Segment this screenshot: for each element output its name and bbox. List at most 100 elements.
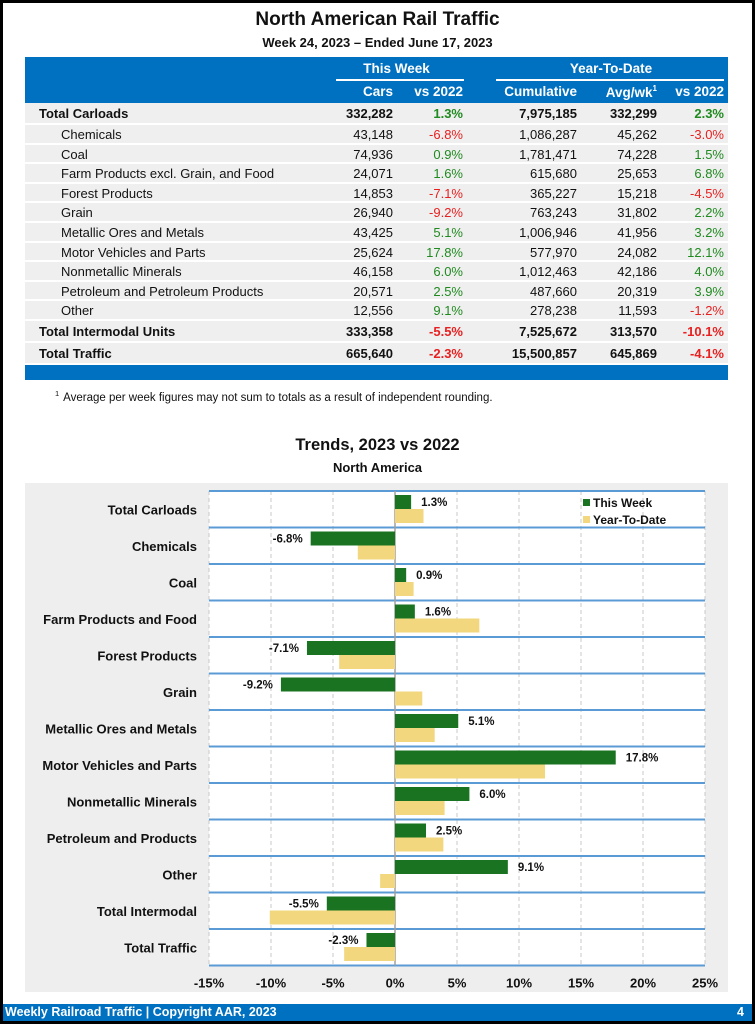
group-underline	[336, 79, 464, 81]
cell-avgwk: 74,228	[617, 146, 657, 162]
data-label: 1.6%	[425, 607, 451, 619]
footnote: 1 Average per week figures may not sum to…	[55, 389, 493, 404]
row-label: Forest Products	[61, 185, 153, 201]
table-row: Grain 26,940 -9.2% 763,243 31,802 2.2%	[25, 203, 728, 223]
bar-this-week	[395, 604, 415, 619]
data-label: -9.2%	[243, 680, 273, 692]
cell-vs-week: 0.9%	[433, 146, 463, 162]
x-tick-label: -10%	[256, 976, 287, 991]
category-label: Chemicals	[132, 539, 197, 554]
group-this-week: This Week	[363, 61, 430, 76]
cell-avgwk: 313,570	[610, 323, 657, 339]
legend-swatch-ytd	[583, 516, 590, 523]
row-label: Total Traffic	[39, 345, 112, 361]
cell-avgwk: 20,319	[617, 283, 657, 299]
cell-vs-week: -7.1%	[429, 185, 463, 201]
cell-vs-ytd: -4.5%	[690, 185, 724, 201]
group-ytd: Year-To-Date	[569, 61, 653, 76]
trends-chart: Total Carloads 1.3% Chemicals -6.8% Coal 0.9%…	[42, 490, 718, 991]
x-tick-label: -5%	[321, 976, 345, 991]
category-label: Metallic Ores and Metals	[45, 721, 197, 736]
bar-this-week	[280, 677, 395, 692]
traffic-table: This Week Year-To-Date Cars vs 2022 Cumu…	[25, 57, 728, 380]
cell-vs-week: -6.8%	[429, 127, 463, 142]
cell-avgwk: 15,218	[617, 185, 657, 201]
group-underline	[496, 79, 724, 81]
bar-this-week	[310, 531, 395, 546]
cell-vs-ytd: 3.2%	[694, 224, 724, 240]
cell-cars: 43,148	[353, 127, 393, 142]
cell-cars: 24,071	[353, 166, 393, 182]
cell-cars: 26,940	[353, 205, 393, 221]
bar-ytd	[395, 509, 424, 523]
cell-cumulative: 7,525,672	[519, 323, 577, 339]
category-label: Nonmetallic Minerals	[67, 794, 197, 809]
cell-cumulative: 763,243	[530, 205, 577, 221]
cell-cars: 43,425	[353, 224, 393, 240]
bar-this-week	[395, 787, 470, 801]
bar-this-week	[395, 568, 407, 582]
col-avgwk-label: Avg/wk	[605, 85, 653, 100]
cell-vs-week: 5.1%	[433, 224, 463, 240]
row-label: Nonmetallic Minerals	[61, 264, 182, 280]
cell-cumulative: 487,660	[530, 283, 577, 299]
table-row: Coal 74,936 0.9% 1,781,471 74,228 1.5%	[25, 144, 728, 165]
chart-subtitle: North America	[332, 460, 423, 475]
col-cars: Cars	[362, 84, 393, 99]
page-title: North American Rail Traffic	[255, 9, 500, 30]
bar-ytd	[395, 618, 480, 633]
category-label: Total Carloads	[108, 502, 197, 517]
footnote-marker: 1	[652, 84, 657, 93]
footnote-text: Average per week figures may not sum to …	[63, 392, 493, 404]
table-body: Total Carloads 332,282 1.3% 7,975,185 332,29…	[25, 103, 728, 365]
bar-ytd	[395, 764, 546, 779]
table-row: Motor Vehicles and Parts 25,624 17.8% 577,9…	[25, 242, 728, 263]
category-label: Petroleum and Products	[47, 831, 197, 846]
data-label: 9.1%	[518, 862, 544, 874]
cell-vs-week: 1.3%	[433, 106, 463, 121]
cell-cars: 74,936	[353, 146, 393, 162]
cell-cars: 14,853	[353, 185, 393, 201]
table-row: Total Carloads 332,282 1.3% 7,975,185 332,29…	[25, 103, 728, 125]
cell-vs-ytd: -1.2%	[690, 303, 724, 319]
x-tick-label: 5%	[448, 976, 467, 991]
cell-avgwk: 25,653	[617, 166, 657, 182]
cell-vs-week: -9.2%	[429, 205, 463, 221]
cell-cumulative: 278,238	[530, 303, 577, 319]
data-label: 0.9%	[416, 570, 442, 582]
data-label: -7.1%	[269, 643, 299, 655]
data-label: 6.0%	[479, 789, 505, 801]
cell-vs-week: 2.5%	[433, 283, 463, 299]
cell-cumulative: 365,227	[530, 185, 577, 201]
data-label: 5.1%	[468, 716, 494, 728]
cell-vs-week: 6.0%	[433, 264, 463, 280]
data-label: -2.3%	[328, 935, 358, 947]
col-vs2022-week: vs 2022	[414, 84, 463, 99]
footer-text: Weekly Railroad Traffic | Copyright AAR,…	[5, 1005, 277, 1019]
table-row: Petroleum and Petroleum Products 20,571 2.…	[25, 281, 728, 302]
cell-cumulative: 615,680	[530, 166, 577, 182]
cell-cumulative: 1,086,287	[519, 127, 577, 142]
cell-avgwk: 42,186	[617, 264, 657, 280]
row-label: Grain	[61, 205, 93, 221]
cell-vs-ytd: 2.2%	[694, 205, 724, 221]
table-footer-bar	[25, 364, 728, 380]
cell-cars: 46,158	[353, 264, 393, 280]
data-label: 1.3%	[421, 497, 447, 509]
category-label: Total Traffic	[124, 940, 197, 955]
bar-ytd	[380, 874, 395, 888]
bar-this-week	[326, 896, 395, 911]
table-row: Farm Products excl. Grain, and Food 24,07…	[25, 164, 728, 184]
x-tick-label: 0%	[386, 976, 405, 991]
cell-cumulative: 1,781,471	[519, 146, 577, 162]
legend-label-ytd: Year-To-Date	[593, 513, 666, 527]
cell-cars: 333,358	[346, 323, 393, 339]
cell-vs-ytd: 12.1%	[687, 244, 724, 260]
category-label: Coal	[169, 575, 197, 590]
cell-vs-ytd: -4.1%	[690, 345, 724, 361]
data-label: -5.5%	[289, 899, 319, 911]
cell-cars: 12,556	[353, 303, 393, 319]
cell-cars: 20,571	[353, 283, 393, 299]
bar-this-week	[366, 933, 395, 947]
data-label: 2.5%	[436, 826, 462, 838]
